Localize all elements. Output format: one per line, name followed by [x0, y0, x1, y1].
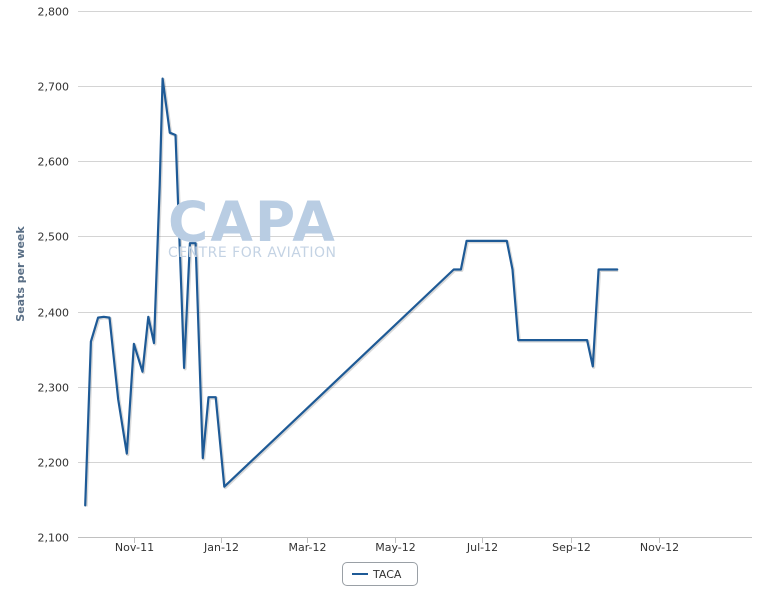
x-tick-label: Sep-12 — [552, 541, 591, 554]
x-tick-label: Nov-12 — [640, 541, 679, 554]
y-tick-label: 2,400 — [38, 307, 70, 320]
series-layer — [84, 77, 619, 507]
y-tick-label: 2,800 — [38, 6, 70, 19]
x-tick-label: Mar-12 — [288, 541, 326, 554]
x-tick-label: Jan-12 — [203, 541, 239, 554]
series-line-taca — [84, 77, 619, 507]
x-axis-ticks: Nov-11 Jan-12 Mar-12 May-12 Jul-12 Sep-12 Nov-… — [115, 537, 679, 554]
x-tick-label: Jul-12 — [466, 541, 498, 554]
x-tick-label: Nov-11 — [115, 541, 154, 554]
legend[interactable]: TACA — [342, 562, 418, 586]
y-tick-label: 2,300 — [38, 382, 70, 395]
y-tick-label: 2,700 — [38, 81, 70, 94]
y-tick-label: 2,100 — [38, 532, 70, 545]
x-tick-label: May-12 — [375, 541, 416, 554]
y-tick-label: 2,600 — [38, 156, 70, 169]
y-tick-label: 2,500 — [38, 231, 70, 244]
y-axis-ticks: 2,100 2,200 2,300 2,400 2,500 2,600 2,700 2,800 — [38, 6, 70, 545]
legend-swatch-taca — [352, 573, 368, 575]
legend-label-taca: TACA — [373, 567, 402, 581]
gridlines — [78, 11, 752, 463]
y-axis-title: Seats per week — [14, 226, 27, 322]
series-line-shadow — [84, 78, 619, 507]
y-tick-label: 2,200 — [38, 457, 70, 470]
